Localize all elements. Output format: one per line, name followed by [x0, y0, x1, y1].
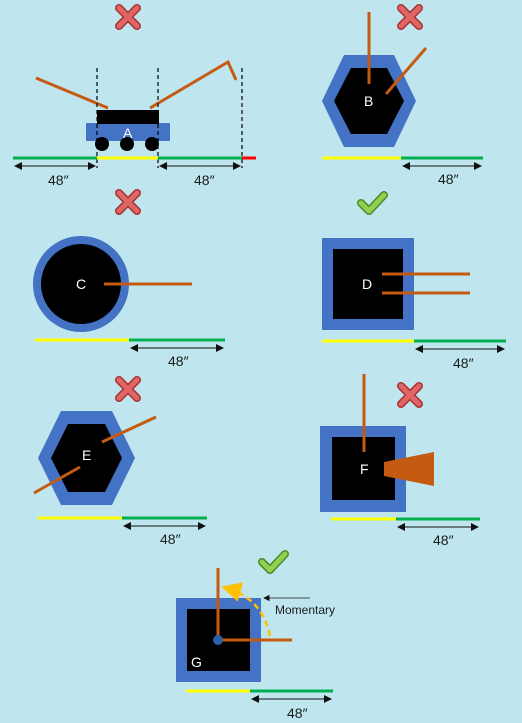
equipment-label: B — [364, 93, 373, 109]
wheel — [120, 137, 134, 151]
cross-icon — [115, 189, 141, 215]
dimension-label: 48″ — [438, 171, 459, 187]
rotation-arc — [221, 582, 272, 637]
cross-icon — [115, 376, 141, 402]
equipment-label: D — [362, 276, 372, 292]
arm — [149, 59, 238, 110]
dimension-label: 48″ — [287, 705, 308, 721]
momentary-label: Momentary — [275, 603, 335, 617]
equipment-label: A — [123, 125, 133, 141]
check-icon — [258, 550, 289, 574]
arm — [35, 76, 109, 110]
panel-g: Momentary G 48″ — [176, 550, 335, 721]
panel-f: F 48″ — [320, 374, 480, 548]
dimension-label: 48″ — [433, 532, 454, 548]
panel-a: A 48″ 48″ — [13, 4, 256, 188]
square-body — [333, 249, 403, 319]
dimension-label: 48″ — [168, 353, 189, 369]
equipment-label: E — [82, 447, 91, 463]
check-icon — [357, 191, 388, 215]
equipment-label: G — [191, 654, 202, 670]
wheel — [145, 137, 159, 151]
cross-icon — [397, 382, 423, 408]
equipment-body — [97, 110, 159, 124]
wheel — [95, 137, 109, 151]
hexagon-body — [334, 68, 404, 134]
bucket-attachment — [384, 452, 434, 486]
equipment-label: C — [76, 276, 86, 292]
equipment-base — [86, 123, 170, 141]
cross-icon — [397, 4, 423, 30]
dimension-label: 48″ — [194, 172, 215, 188]
panel-b: B 48″ — [322, 4, 483, 187]
arm — [33, 465, 81, 495]
panel-c: C 48″ — [33, 189, 225, 369]
arm — [384, 47, 428, 95]
dimension-label: 48″ — [453, 355, 474, 371]
dimension-label: 48″ — [48, 172, 69, 188]
dimension-label: 48″ — [160, 531, 181, 547]
equipment-label: F — [360, 461, 369, 477]
arm — [101, 415, 157, 444]
round-body — [41, 244, 121, 324]
cross-icon — [115, 4, 141, 30]
panel-d: D 48″ — [322, 191, 506, 371]
panel-e: E 48″ — [33, 376, 207, 547]
pivot-point — [213, 635, 223, 645]
